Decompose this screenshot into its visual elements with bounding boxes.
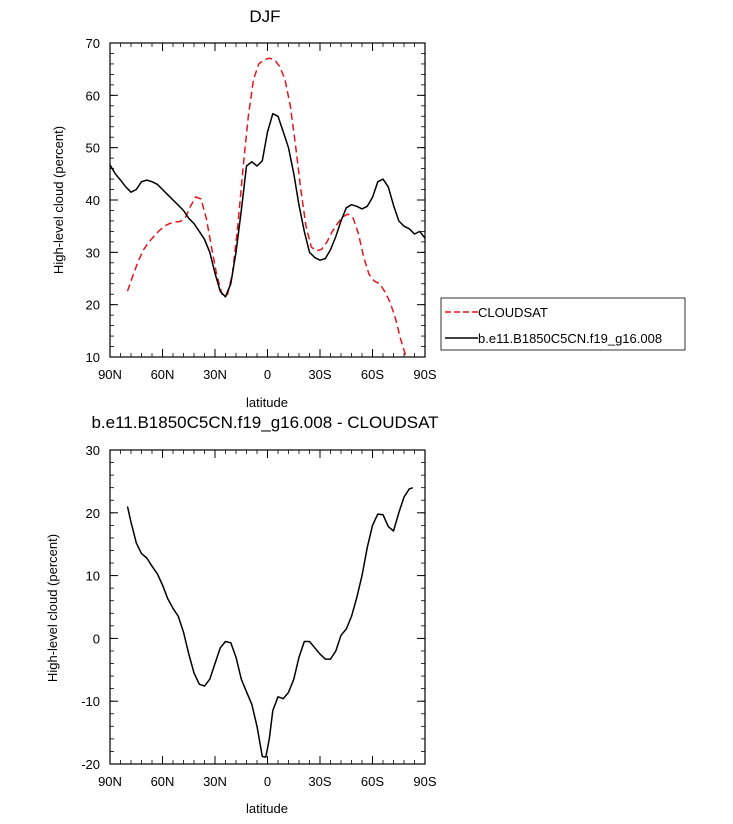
top-chart-frame [109, 42, 426, 358]
legend-label-cloudsat: CLOUDSAT [478, 305, 548, 320]
top-chart-ylabel: High-level cloud (percent) [51, 126, 66, 274]
y-tick-label: 70 [86, 36, 100, 51]
y-tick-label: 60 [86, 88, 100, 103]
top-chart: DJF 10 20 30 40 50 60 70 90N 60N 30N 0 30S 60S 90S l… [51, 7, 686, 410]
x-tick-label: 60N [151, 774, 175, 789]
series-line-cloudsat [126, 57, 408, 358]
legend-box [440, 297, 686, 351]
y-tick-label: 30 [86, 443, 100, 458]
y-tick-label: 10 [86, 569, 100, 584]
y-tick-label: 0 [93, 631, 100, 646]
y-tick-label: 30 [86, 245, 100, 260]
x-tick-label: 90S [413, 774, 436, 789]
y-tick-label: 40 [86, 193, 100, 208]
legend-label-model: b.e11.B1850C5CN.f19_g16.008 [478, 331, 662, 346]
y-tick-label: -10 [81, 694, 100, 709]
x-tick-label: 60S [361, 774, 384, 789]
x-tick-label: 90N [98, 367, 122, 382]
y-tick-label: 20 [86, 298, 100, 313]
y-tick-label: -20 [81, 757, 100, 772]
bottom-chart-frame [109, 449, 426, 765]
y-tick-label: 50 [86, 141, 100, 156]
x-tick-label: 0 [264, 367, 271, 382]
x-tick-label: 90S [413, 367, 436, 382]
x-tick-label: 0 [264, 774, 271, 789]
x-tick-label: 30N [203, 774, 227, 789]
legend: CLOUDSAT b.e11.B1850C5CN.f19_g16.008 [440, 297, 686, 351]
x-tick-label: 30S [308, 774, 331, 789]
bottom-chart-title: b.e11.B1850C5CN.f19_g16.008 - CLOUDSAT [91, 413, 438, 432]
bottom-chart-ylabel: High-level cloud (percent) [45, 534, 60, 682]
top-chart-xlabel: latitude [246, 395, 288, 410]
bottom-chart-xlabel: latitude [246, 801, 288, 816]
series-line-model [126, 486, 414, 758]
x-tick-label: 60N [151, 367, 175, 382]
y-tick-label: 20 [86, 506, 100, 521]
x-tick-label: 60S [361, 367, 384, 382]
x-tick-label: 90N [98, 774, 122, 789]
x-tick-label: 30S [308, 367, 331, 382]
x-tick-label: 30N [203, 367, 227, 382]
series-line-model [109, 112, 426, 298]
top-chart-title: DJF [249, 7, 280, 26]
bottom-chart: b.e11.B1850C5CN.f19_g16.008 - CLOUDSAT -… [45, 413, 439, 816]
y-tick-label: 10 [86, 350, 100, 365]
